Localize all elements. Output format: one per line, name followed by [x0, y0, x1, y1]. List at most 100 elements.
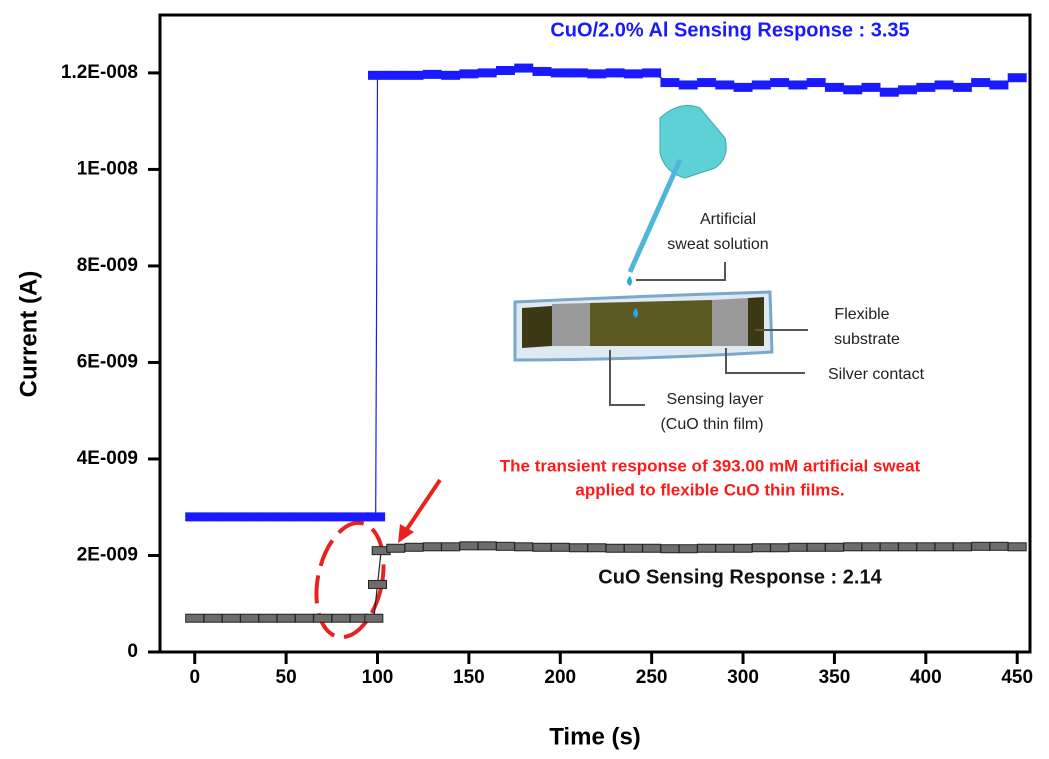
annotation: Flexible — [834, 306, 889, 323]
data-point — [661, 79, 679, 87]
y-tick-label: 6E-009 — [77, 351, 138, 372]
data-point — [423, 70, 441, 78]
data-point — [222, 513, 240, 521]
annotation-arrowhead — [398, 524, 414, 543]
data-point — [496, 66, 514, 74]
data-point — [643, 544, 661, 552]
data-point — [807, 79, 825, 87]
data-point — [186, 614, 204, 622]
annotation: The transient response of 393.00 mM arti… — [500, 456, 921, 475]
annotation: CuO/2.0% Al Sensing Response : 3.35 — [550, 19, 909, 41]
annotation-arrow — [405, 480, 440, 532]
data-point — [661, 545, 679, 553]
x-tick-label: 250 — [636, 667, 668, 688]
data-point — [423, 543, 441, 551]
data-point — [367, 513, 385, 521]
data-point — [588, 70, 606, 78]
data-point — [241, 614, 259, 622]
data-point — [752, 544, 770, 552]
data-point — [533, 543, 551, 551]
data-point — [369, 71, 387, 79]
data-point — [314, 513, 332, 521]
x-tick-label: 0 — [189, 667, 200, 688]
x-tick-label: 200 — [544, 667, 576, 688]
data-point — [588, 544, 606, 552]
data-point — [624, 544, 642, 552]
data-point — [442, 543, 460, 551]
data-point — [405, 543, 423, 551]
data-point — [478, 542, 496, 550]
data-point — [825, 83, 843, 91]
data-point — [935, 81, 953, 89]
data-point — [734, 83, 752, 91]
data-point — [679, 545, 697, 553]
data-point — [953, 83, 971, 91]
data-point — [387, 71, 405, 79]
y-tick-label: 4E-009 — [77, 448, 138, 469]
data-point — [222, 614, 240, 622]
data-point — [990, 81, 1008, 89]
series-line — [195, 68, 1017, 517]
data-point — [697, 79, 715, 87]
data-point — [551, 543, 569, 551]
data-point — [1008, 74, 1026, 82]
data-point — [570, 69, 588, 77]
data-point — [716, 544, 734, 552]
x-tick-label: 400 — [910, 667, 942, 688]
data-point — [935, 543, 953, 551]
data-point — [679, 81, 697, 89]
y-tick-label: 1.2E-008 — [61, 62, 138, 83]
data-point — [862, 543, 880, 551]
data-point — [515, 64, 533, 72]
data-point — [332, 614, 350, 622]
x-axis-label: Time (s) — [549, 723, 641, 750]
annotation: Sensing layer — [667, 391, 765, 408]
data-point — [771, 79, 789, 87]
x-tick-label: 50 — [276, 667, 297, 688]
data-point — [990, 542, 1008, 550]
data-point — [350, 513, 368, 521]
data-point — [771, 544, 789, 552]
data-point — [734, 544, 752, 552]
data-point — [789, 543, 807, 551]
data-point — [643, 69, 661, 77]
data-point — [551, 69, 569, 77]
data-point — [365, 614, 383, 622]
data-point — [387, 544, 405, 552]
data-point — [405, 71, 423, 79]
data-point — [880, 88, 898, 96]
inset-illustration — [515, 106, 808, 405]
data-point — [533, 67, 551, 75]
annotation: substrate — [834, 331, 900, 348]
data-point — [752, 81, 770, 89]
data-point — [697, 544, 715, 552]
x-tick-label: 100 — [362, 667, 394, 688]
annotation: Silver contact — [828, 366, 925, 383]
data-point — [478, 69, 496, 77]
data-point — [332, 513, 350, 521]
y-tick-label: 0 — [127, 641, 138, 662]
data-point — [917, 543, 935, 551]
data-point — [807, 543, 825, 551]
data-point — [789, 81, 807, 89]
annotation: CuO Sensing Response : 2.14 — [598, 566, 882, 588]
y-tick-label: 8E-009 — [77, 255, 138, 276]
x-tick-label: 150 — [453, 667, 485, 688]
data-point — [972, 79, 990, 87]
data-point — [716, 81, 734, 89]
data-point — [825, 543, 843, 551]
data-point — [606, 544, 624, 552]
data-point — [515, 543, 533, 551]
data-point — [241, 513, 259, 521]
data-point — [1008, 543, 1026, 551]
annotation: applied to flexible CuO thin films. — [575, 480, 844, 499]
data-point — [277, 513, 295, 521]
data-point — [606, 69, 624, 77]
annotation: Artificial — [700, 211, 756, 228]
data-point — [844, 86, 862, 94]
data-point — [204, 513, 222, 521]
page: Current (A) Time (s) 02E-0094E-0096E-009… — [0, 0, 1049, 759]
annotation: (CuO thin film) — [660, 416, 763, 433]
data-point — [496, 542, 514, 550]
y-tick-label: 2E-009 — [77, 545, 138, 566]
